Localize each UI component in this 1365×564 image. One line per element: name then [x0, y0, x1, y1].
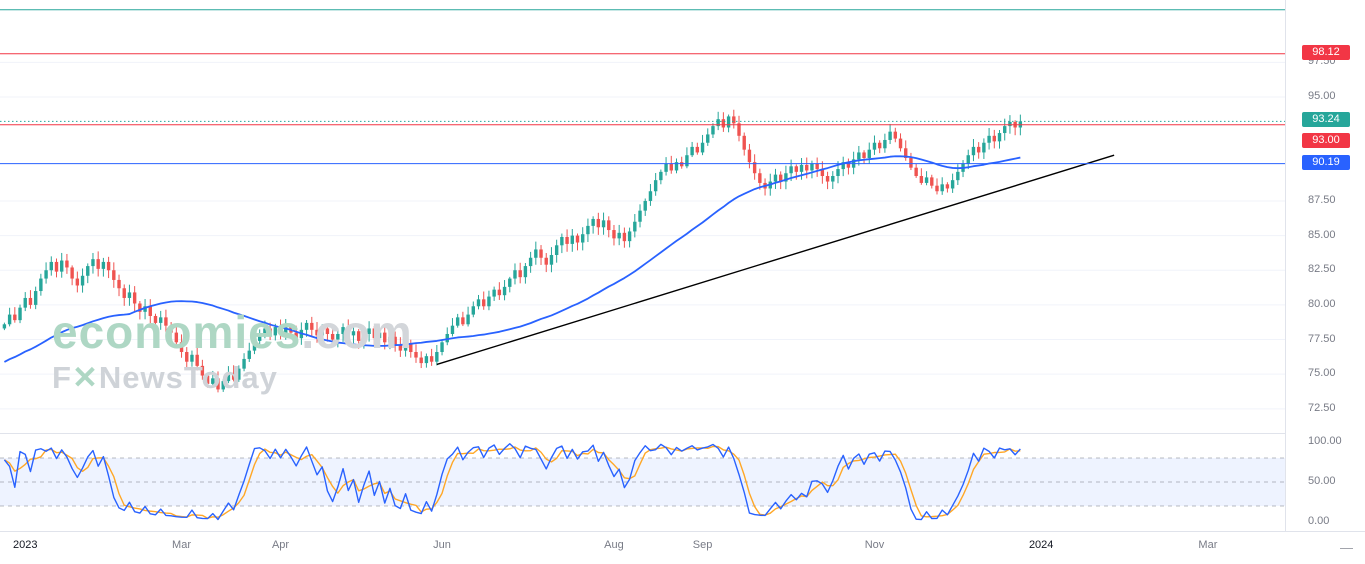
candlestick-series	[2, 109, 1023, 393]
price-tick-label: 75.00	[1308, 367, 1336, 380]
grid-lines	[0, 61, 1285, 410]
price-tick-label: 82.50	[1308, 263, 1336, 276]
price-tick-label: 87.50	[1308, 193, 1336, 206]
indicator-tick-label: 100.00	[1308, 435, 1342, 447]
price-badge: 93.24	[1302, 112, 1350, 128]
stochastic-indicator[interactable]	[0, 443, 1285, 521]
time-axis-month-label: Apr	[271, 539, 290, 551]
time-axis-month-label: Mar	[172, 539, 191, 551]
price-badge: 90.19	[1302, 154, 1350, 170]
price-tick-label: 77.50	[1308, 332, 1336, 345]
price-tick-label: 85.00	[1308, 228, 1336, 241]
chart-plot-area[interactable]	[0, 0, 1285, 531]
time-axis-month-label: Aug	[604, 539, 624, 551]
axis-menu-dash[interactable]: —	[1340, 540, 1353, 555]
sma-line[interactable]	[3, 155, 1021, 363]
price-badge: 98.12	[1302, 44, 1350, 60]
horizontal-lines[interactable]	[0, 9, 1285, 165]
price-tick-label: 72.50	[1308, 401, 1336, 414]
time-axis-month-label: Nov	[864, 539, 885, 551]
price-axis[interactable]: 97.50 95.00 87.50 85.00 82.50 80.00 77.50 75.00…	[1285, 0, 1365, 531]
time-axis-month-label: Mar	[1198, 539, 1218, 551]
price-tick-label: 95.00	[1308, 90, 1336, 102]
indicator-tick-label: 0.00	[1308, 515, 1330, 527]
time-axis-month-label: Sep	[692, 539, 713, 551]
time-axis-year-label: 2023	[12, 539, 38, 551]
time-axis-year-label: 2024	[1028, 539, 1054, 551]
trendline[interactable]	[436, 154, 1115, 366]
price-tick-label: 80.00	[1308, 297, 1336, 310]
pane-separator[interactable]	[0, 433, 1365, 434]
indicator-tick-label: 50.00	[1308, 475, 1336, 487]
time-axis[interactable]: — 2023 Mar Apr Jun Aug Sep Nov 2024 Mar	[0, 531, 1365, 564]
price-badge: 93.00	[1302, 132, 1350, 148]
time-axis-month-label: Jun	[433, 539, 451, 551]
